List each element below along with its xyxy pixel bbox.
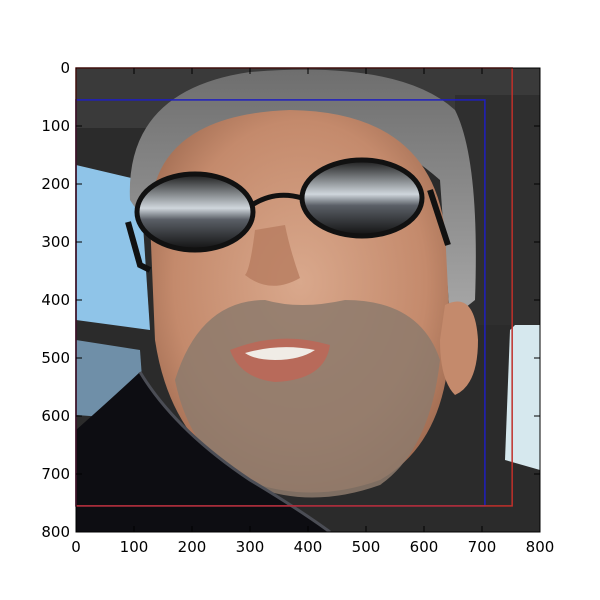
x-tick-label: 800 bbox=[526, 538, 555, 556]
x-tick-label: 500 bbox=[352, 538, 381, 556]
x-tick-label: 600 bbox=[410, 538, 439, 556]
photo bbox=[76, 68, 540, 532]
y-tick-label: 300 bbox=[41, 233, 70, 251]
x-tick-label: 300 bbox=[236, 538, 265, 556]
x-tick-label: 0 bbox=[71, 538, 81, 556]
y-tick-label: 600 bbox=[41, 407, 70, 425]
x-tick-label: 400 bbox=[294, 538, 323, 556]
x-tick-label: 700 bbox=[468, 538, 497, 556]
y-tick-label: 400 bbox=[41, 291, 70, 309]
jacket bbox=[76, 372, 330, 532]
window-left bbox=[76, 165, 150, 330]
x-tick-label: 200 bbox=[178, 538, 207, 556]
hair bbox=[129, 69, 476, 320]
y-axis: 0 100 200 300 400 500 600 700 800 bbox=[41, 59, 540, 541]
sunglasses bbox=[125, 157, 451, 273]
y-tick-label: 500 bbox=[41, 349, 70, 367]
x-tick-label: 100 bbox=[120, 538, 149, 556]
y-tick-label: 100 bbox=[41, 117, 70, 135]
x-axis: 0 100 200 300 400 500 600 700 800 bbox=[71, 68, 554, 556]
y-tick-label: 200 bbox=[41, 175, 70, 193]
y-tick-label: 0 bbox=[60, 59, 70, 77]
y-tick-label: 800 bbox=[41, 523, 70, 541]
y-tick-label: 700 bbox=[41, 465, 70, 483]
